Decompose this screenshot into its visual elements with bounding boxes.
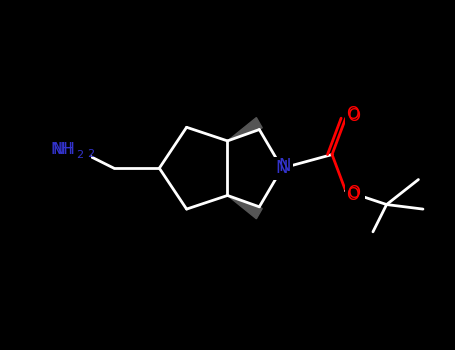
- Text: 2: 2: [76, 150, 83, 160]
- Polygon shape: [228, 195, 262, 219]
- Text: N: N: [276, 159, 288, 177]
- Bar: [345, 180, 365, 202]
- Text: NH: NH: [52, 142, 75, 158]
- Text: NH: NH: [50, 142, 73, 156]
- Text: O: O: [347, 107, 360, 125]
- Text: N: N: [278, 157, 291, 175]
- Text: O: O: [347, 184, 360, 202]
- Bar: [271, 157, 293, 180]
- Text: 2: 2: [86, 149, 94, 159]
- Polygon shape: [228, 118, 262, 141]
- Bar: [345, 107, 365, 130]
- Text: O: O: [346, 105, 359, 122]
- Bar: [50, 136, 91, 164]
- Text: O: O: [346, 187, 359, 204]
